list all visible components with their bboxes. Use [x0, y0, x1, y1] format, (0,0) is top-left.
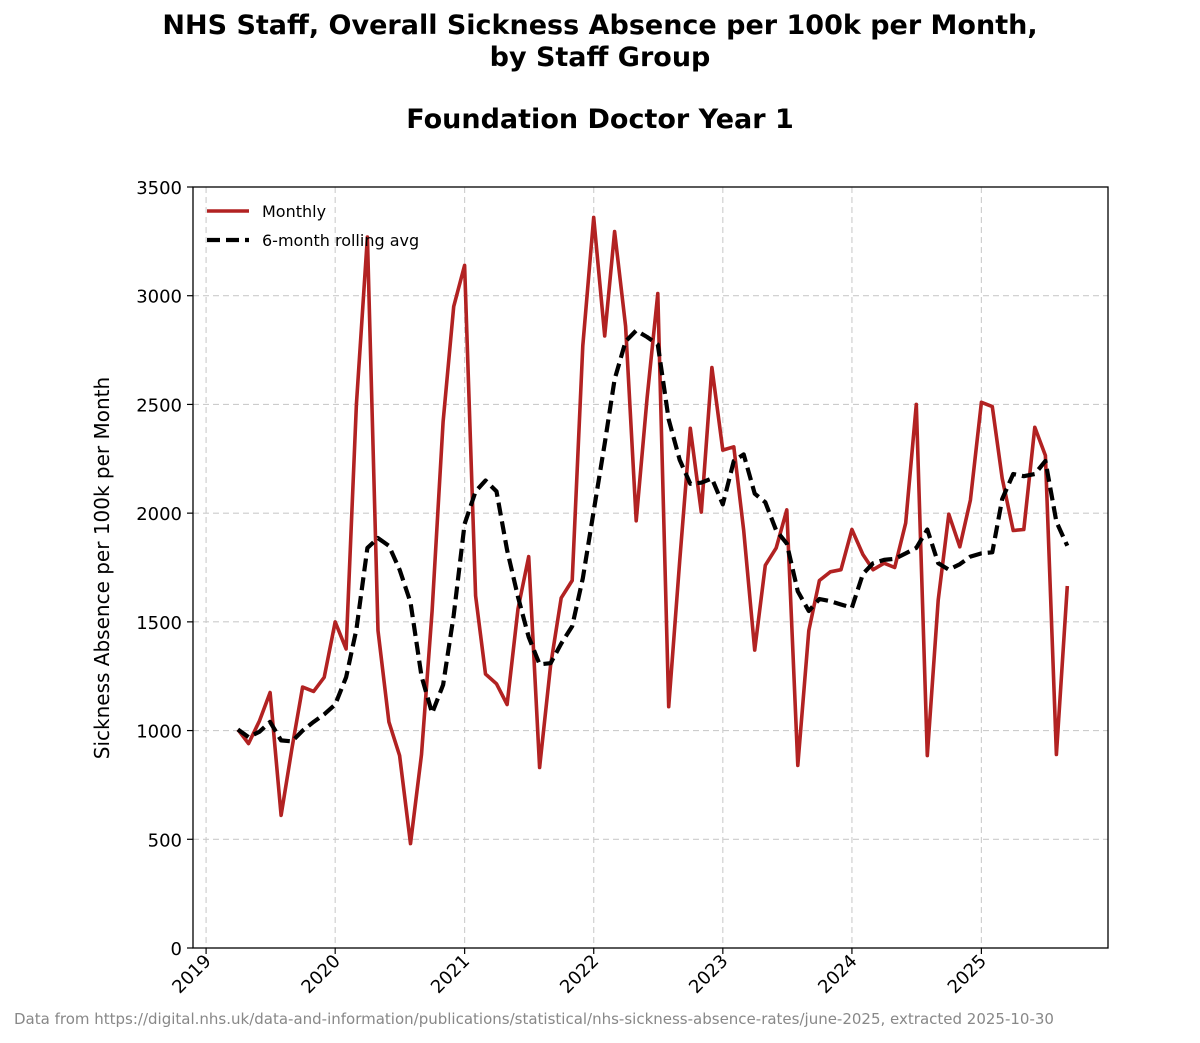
x-tick-label: 2023 — [685, 951, 732, 998]
source-footnote: Data from https://digital.nhs.uk/data-an… — [14, 1010, 1054, 1028]
y-tick-label: 0 — [171, 939, 182, 960]
y-axis-label: Sickness Absence per 100k per Month — [90, 377, 114, 759]
y-tick-label: 2000 — [136, 504, 182, 525]
y-tick-label: 3000 — [136, 287, 182, 308]
legend: Monthly 6-month rolling avg — [207, 202, 419, 250]
x-tick-label: 2025 — [944, 951, 991, 998]
x-tick-label: 2021 — [427, 951, 474, 998]
x-tick-label: 2020 — [297, 951, 344, 998]
x-tick-label: 2024 — [814, 951, 861, 998]
legend-label-monthly: Monthly — [262, 202, 326, 221]
plot-frame — [192, 186, 1109, 949]
x-tick-label: 2022 — [556, 951, 603, 998]
chart-title-line-2: by Staff Group — [489, 42, 711, 73]
chart-title-block: NHS Staff, Overall Sickness Absence per … — [0, 10, 1200, 136]
y-tick-label: 1000 — [136, 722, 182, 743]
grid-layer — [193, 186, 1108, 949]
y-tick-label: 1500 — [136, 613, 182, 634]
series-line-monthly — [236, 215, 1070, 846]
series-line-rolling-avg — [236, 328, 1070, 744]
y-tick-label: 2500 — [136, 395, 182, 416]
chart-subtitle: Foundation Doctor Year 1 — [406, 104, 794, 135]
y-tick-label: 3500 — [136, 178, 182, 199]
chart-title-line-1: NHS Staff, Overall Sickness Absence per … — [162, 10, 1038, 41]
legend-label-rolling-avg: 6-month rolling avg — [262, 231, 419, 250]
series-layer — [236, 215, 1070, 846]
y-tick-label: 500 — [148, 830, 182, 851]
